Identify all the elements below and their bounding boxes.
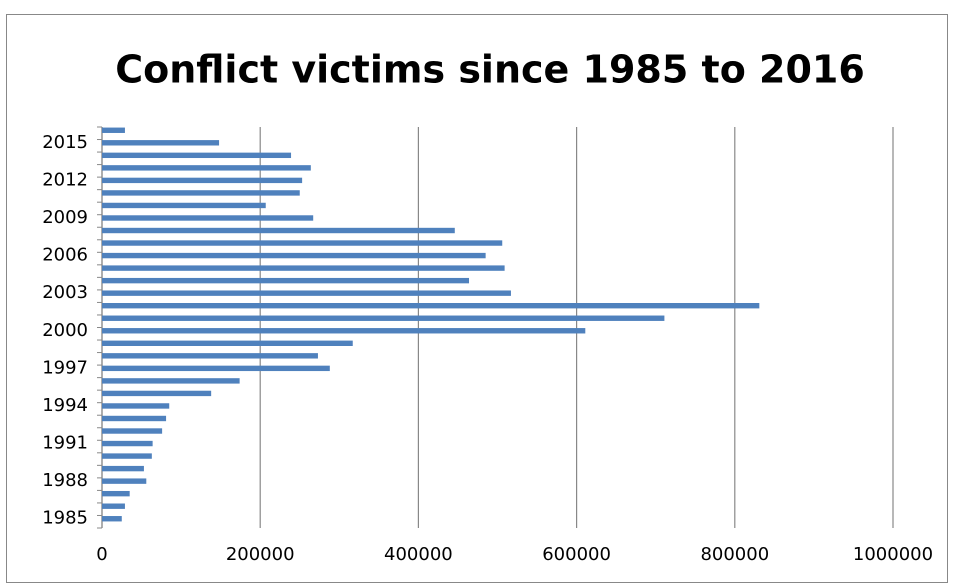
chart-title: Conflict victims since 1985 to 2016: [115, 48, 865, 92]
y-tick-label: 1988: [42, 470, 88, 491]
y-tick-label: 1997: [42, 357, 88, 378]
bar: [102, 516, 122, 522]
bar: [102, 265, 505, 271]
bar: [102, 240, 503, 246]
bar: [102, 365, 330, 372]
bar: [102, 177, 303, 184]
bar: [102, 190, 300, 196]
bar: [102, 165, 311, 171]
bar: [102, 440, 153, 447]
bar: [102, 140, 220, 146]
y-tick-label: 1991: [42, 433, 88, 454]
bar: [102, 353, 318, 359]
chart-border: [6, 14, 948, 583]
x-tick-label: 800000: [700, 544, 769, 565]
y-tick-label: 2006: [42, 245, 88, 266]
bar: [102, 340, 353, 346]
y-tick-label: 2009: [42, 207, 88, 228]
y-tick-label: 2012: [42, 169, 88, 190]
y-tick-label: 2003: [42, 282, 88, 303]
x-tick-label: 400000: [384, 544, 453, 565]
bar: [102, 252, 486, 259]
bar: [102, 490, 130, 497]
bar: [102, 390, 212, 397]
bar: [102, 215, 314, 221]
y-tick-label: 2000: [42, 320, 88, 341]
bar: [102, 315, 665, 321]
bar: [102, 403, 170, 409]
bar: [102, 127, 125, 133]
y-tick-label: 1994: [42, 395, 88, 416]
bar: [102, 453, 152, 459]
x-tick-label: 600000: [542, 544, 611, 565]
bar: [102, 152, 292, 159]
x-tick-label: 1000000: [853, 544, 933, 565]
bar: [102, 328, 586, 334]
x-tick-label: 0: [96, 544, 107, 565]
bar: [102, 290, 511, 296]
bar: [102, 378, 240, 384]
bar: [102, 202, 266, 209]
y-tick-label: 1985: [42, 508, 88, 529]
x-tick-label: 200000: [226, 544, 295, 565]
bar: [102, 428, 163, 434]
bar: [102, 465, 144, 472]
bar: [102, 303, 760, 309]
bar: [102, 478, 147, 484]
bar: [102, 277, 470, 284]
bar: [102, 415, 167, 422]
bar: [102, 503, 125, 509]
y-tick-label: 2015: [42, 132, 88, 153]
bar: [102, 227, 455, 234]
